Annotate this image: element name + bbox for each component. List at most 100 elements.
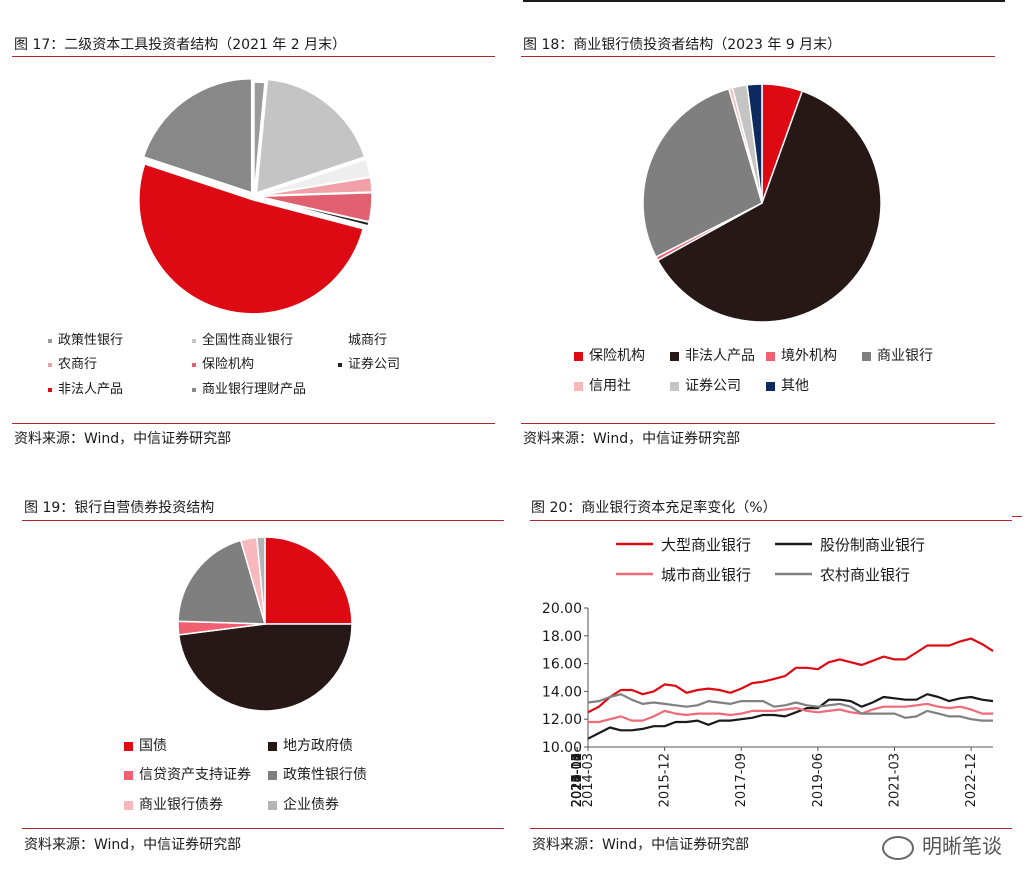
fig17-legend-label: 商业银行理财产品 bbox=[202, 382, 307, 397]
fig17-legend-swatch bbox=[338, 339, 342, 343]
fig17-legend-item: 非法人产品 bbox=[48, 382, 123, 398]
fig20-y-tick-label: 10.00 bbox=[542, 740, 582, 756]
fig17-legend-item: 证券公司 bbox=[338, 357, 400, 373]
fig19-legend-label: 国债 bbox=[139, 738, 167, 754]
fig18-legend-label: 非法人产品 bbox=[685, 348, 755, 364]
fig19-legend-item: 国债 bbox=[124, 737, 167, 755]
fig17-legend-swatch bbox=[48, 387, 52, 392]
fig17-slice-0 bbox=[253, 81, 266, 197]
fig17-legend-label: 保险机构 bbox=[202, 357, 255, 372]
fig19-legend-swatch bbox=[124, 770, 133, 780]
fig19-legend-item: 信贷资产支持证券 bbox=[124, 766, 251, 784]
fig20-x-tick-label: 2016-07 bbox=[570, 753, 585, 807]
fig18-legend-swatch bbox=[766, 351, 775, 361]
fig17-slice-3 bbox=[257, 176, 373, 197]
fig17-legend-swatch bbox=[192, 338, 196, 343]
fig20-line-chart: 20.0018.0016.0014.0012.0010.002014-03201… bbox=[542, 536, 994, 807]
fig17-legend-label: 政策性银行 bbox=[58, 333, 124, 348]
fig18-legend-swatch bbox=[862, 351, 871, 361]
fig19-slice-1 bbox=[177, 623, 353, 712]
fig19-legend-swatch bbox=[124, 741, 133, 751]
fig17-legend-label: 证券公司 bbox=[348, 357, 401, 372]
fig18-legend-swatch bbox=[574, 381, 583, 391]
fig17-legend-label: 全国性商业银行 bbox=[202, 333, 294, 348]
fig19-slice-3 bbox=[177, 539, 267, 625]
fig19-legend-swatch bbox=[268, 770, 277, 780]
fig19-legend-swatch bbox=[124, 800, 133, 810]
fig18-slice-6 bbox=[746, 83, 763, 204]
fig18-legend-swatch bbox=[574, 351, 583, 361]
fig18-legend-item: 境外机构 bbox=[766, 347, 837, 365]
fig19-legend-item: 政策性银行债 bbox=[268, 766, 367, 784]
fig20-x-tick-label: 2018-04 bbox=[570, 753, 585, 807]
fig19-legend-item: 商业银行债券 bbox=[124, 796, 223, 814]
fig17-source-rule bbox=[12, 423, 495, 424]
fig18-legend-label: 保险机构 bbox=[589, 348, 645, 364]
fig18-legend-item: 非法人产品 bbox=[670, 347, 755, 365]
fig20-title: 图 20：商业银行资本充足率变化（%） bbox=[531, 500, 777, 516]
fig19-source-rule bbox=[22, 828, 504, 829]
fig20-x-tick-label: 2018-11 bbox=[570, 753, 585, 807]
fig20-series-line-0 bbox=[587, 637, 994, 714]
fig19-legend-label: 信贷资产支持证券 bbox=[139, 767, 251, 783]
fig17-legend-item: 政策性银行 bbox=[48, 333, 123, 349]
fig17-slice-7 bbox=[142, 78, 253, 194]
fig18-slice-1 bbox=[656, 90, 882, 323]
fig19-source: 资料来源：Wind，中信证券研究部 bbox=[24, 837, 242, 853]
fig20-y-tick-label: 14.00 bbox=[542, 684, 582, 700]
fig20-x-tick-label: 2021-03 bbox=[887, 753, 902, 807]
fig19-pie-chart bbox=[177, 536, 353, 712]
fig20-x-tick-label: 2014-03 bbox=[581, 753, 596, 807]
fig18-legend-label: 境外机构 bbox=[781, 348, 837, 364]
fig19-legend-label: 商业银行债券 bbox=[139, 797, 223, 813]
fig20-x-tick-label: 2015-05 bbox=[570, 753, 585, 807]
fig19-legend-item: 企业债券 bbox=[268, 796, 339, 814]
fig18-legend-label: 其他 bbox=[781, 378, 809, 394]
fig20-y-tick-label: 20.00 bbox=[542, 601, 582, 617]
fig17-legend-item: 城商行 bbox=[338, 333, 387, 349]
fig17-title-rule bbox=[12, 56, 495, 57]
fig18-legend-swatch bbox=[670, 381, 679, 391]
fig17-legend-swatch bbox=[192, 362, 196, 367]
fig18-legend-label: 证券公司 bbox=[685, 378, 741, 394]
fig18-pie-chart bbox=[642, 83, 882, 323]
fig19-legend-label: 地方政府债 bbox=[283, 738, 353, 754]
fig19-legend-label: 企业债券 bbox=[283, 797, 339, 813]
fig20-edge-tick bbox=[1012, 516, 1022, 517]
fig20-title-rule bbox=[530, 520, 1012, 521]
fig20-series-line-1 bbox=[587, 693, 994, 740]
fig18-title-rule bbox=[521, 56, 995, 57]
fig20-x-tick-label: 2017-09 bbox=[734, 753, 749, 807]
fig20-x-tick-label: 2020-08 bbox=[570, 753, 585, 807]
fig20-x-tick-label: 2022-12 bbox=[964, 753, 979, 807]
fig18-source: 资料来源：Wind，中信证券研究部 bbox=[523, 431, 741, 447]
fig20-legend-label: 农村商业银行 bbox=[820, 566, 910, 584]
fig17-pie-chart bbox=[138, 78, 373, 315]
fig18-source-rule bbox=[521, 423, 995, 424]
fig20-source-rule bbox=[530, 828, 1012, 829]
fig17-legend-label: 城商行 bbox=[348, 333, 388, 348]
fig19-legend-item: 地方政府债 bbox=[268, 737, 353, 755]
top-rule bbox=[523, 0, 1005, 2]
fig20-series-line-2 bbox=[588, 702, 993, 724]
fig18-legend-item: 证券公司 bbox=[670, 377, 741, 395]
fig17-title: 图 17：二级资本工具投资者结构（2021 年 2 月末） bbox=[14, 37, 347, 53]
fig20-source: 资料来源：Wind，中信证券研究部 bbox=[532, 837, 750, 853]
fig18-legend-item: 其他 bbox=[766, 377, 809, 395]
fig20-series-line-3 bbox=[587, 693, 993, 722]
fig18-legend-swatch bbox=[670, 351, 679, 361]
watermark: 明晰笔谈 bbox=[882, 830, 1002, 860]
fig19-legend-swatch bbox=[268, 741, 277, 751]
fig17-slice-1 bbox=[255, 78, 366, 194]
fig18-legend-item: 商业银行 bbox=[862, 347, 933, 365]
fig17-slice-5 bbox=[257, 196, 370, 227]
fig17-legend-item: 商业银行理财产品 bbox=[192, 382, 306, 398]
fig20-x-tick-label: 2015-12 bbox=[658, 753, 673, 807]
fig17-legend-item: 农商行 bbox=[48, 357, 97, 373]
fig18-legend-label: 信用社 bbox=[589, 378, 631, 394]
fig20-x-tick-label: 2022-05 bbox=[570, 753, 585, 807]
fig18-legend-label: 商业银行 bbox=[877, 348, 933, 364]
fig17-legend-swatch bbox=[48, 338, 52, 343]
fig20-x-tick-label: 2014-10 bbox=[570, 753, 585, 807]
fig19-legend-label: 政策性银行债 bbox=[283, 767, 367, 783]
